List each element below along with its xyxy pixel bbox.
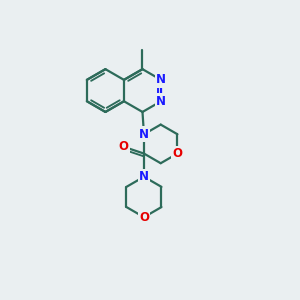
Text: O: O [172, 147, 182, 160]
Text: O: O [139, 211, 149, 224]
Text: N: N [156, 74, 166, 86]
Text: N: N [139, 170, 149, 183]
Text: O: O [119, 140, 129, 153]
Text: N: N [139, 128, 149, 141]
Text: N: N [156, 95, 166, 108]
